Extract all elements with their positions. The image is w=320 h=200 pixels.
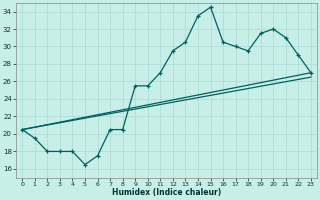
X-axis label: Humidex (Indice chaleur): Humidex (Indice chaleur)	[112, 188, 221, 197]
